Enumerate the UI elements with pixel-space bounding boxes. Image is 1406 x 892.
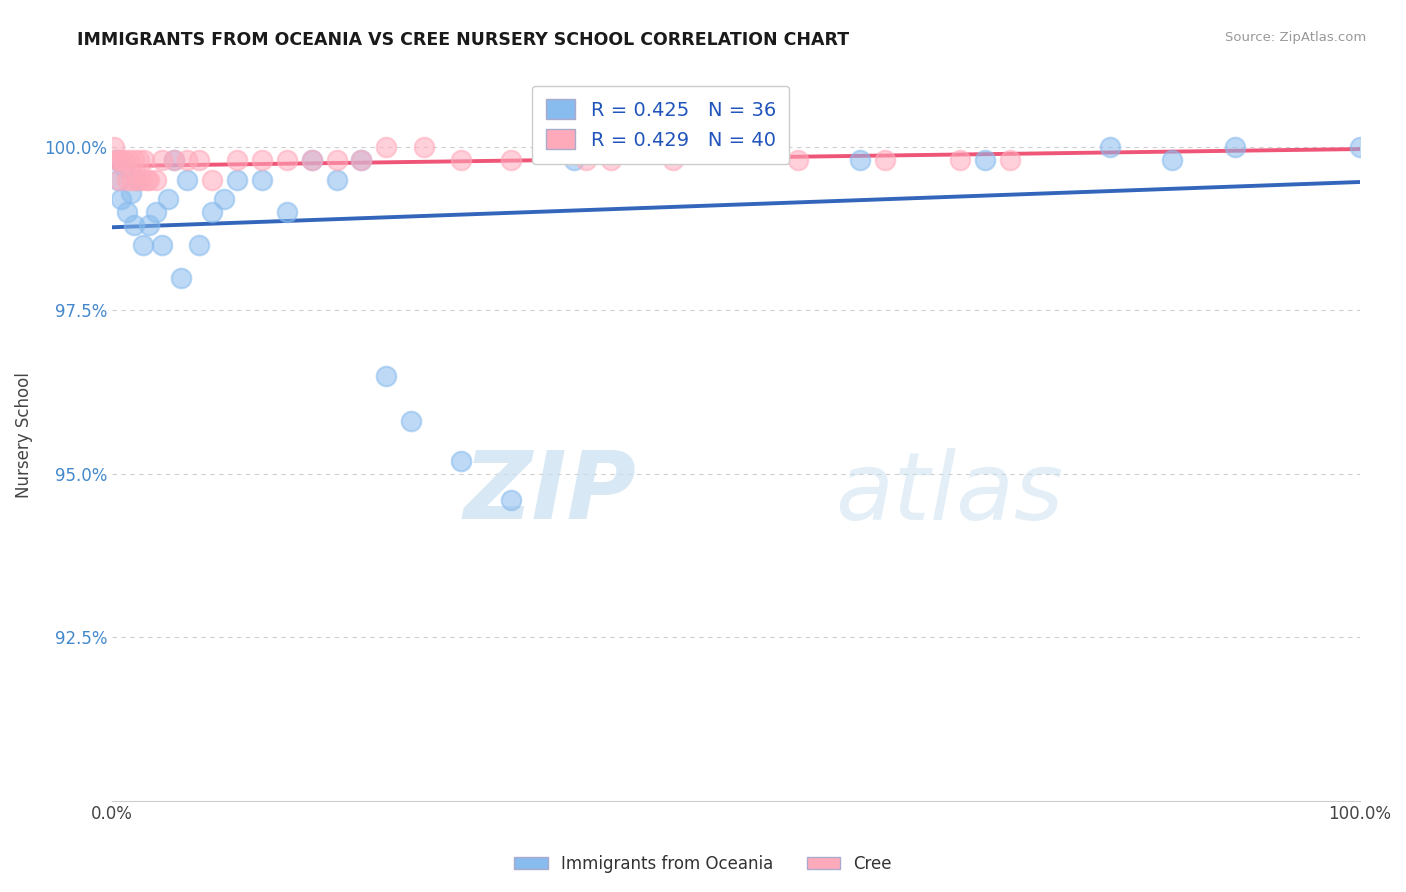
Point <box>949 153 972 167</box>
Point <box>188 238 211 252</box>
Point <box>225 153 247 167</box>
Point <box>225 172 247 186</box>
Point <box>121 172 143 186</box>
Point <box>276 153 298 167</box>
Point <box>201 205 224 219</box>
Point <box>105 153 128 167</box>
Point <box>849 153 872 167</box>
Y-axis label: Nursery School: Nursery School <box>15 372 32 498</box>
Point <box>134 153 156 167</box>
Point <box>176 172 198 186</box>
Point <box>450 453 472 467</box>
Point <box>150 153 173 167</box>
Legend: Immigrants from Oceania, Cree: Immigrants from Oceania, Cree <box>508 848 898 880</box>
Point <box>998 153 1021 167</box>
Point <box>401 415 423 429</box>
Point <box>115 205 138 219</box>
Point <box>201 172 224 186</box>
Point <box>145 205 167 219</box>
Point <box>974 153 997 167</box>
Point <box>103 140 125 154</box>
Point <box>501 492 523 507</box>
Point <box>1223 140 1246 154</box>
Legend: R = 0.425   N = 36, R = 0.429   N = 40: R = 0.425 N = 36, R = 0.429 N = 40 <box>533 86 790 163</box>
Point <box>125 172 148 186</box>
Point <box>124 219 146 233</box>
Point <box>325 172 347 186</box>
Point <box>107 172 129 186</box>
Point <box>111 153 134 167</box>
Point <box>875 153 897 167</box>
Point <box>176 153 198 167</box>
Point <box>132 238 155 252</box>
Point <box>450 153 472 167</box>
Point <box>145 172 167 186</box>
Point <box>1161 153 1184 167</box>
Point <box>350 153 373 167</box>
Point <box>125 172 148 186</box>
Point <box>118 153 141 167</box>
Point <box>110 192 132 206</box>
Point <box>375 368 398 383</box>
Text: IMMIGRANTS FROM OCEANIA VS CREE NURSERY SCHOOL CORRELATION CHART: IMMIGRANTS FROM OCEANIA VS CREE NURSERY … <box>77 31 849 49</box>
Point <box>128 153 150 167</box>
Point <box>124 153 146 167</box>
Text: ZIP: ZIP <box>463 447 636 539</box>
Point <box>150 238 173 252</box>
Point <box>169 270 191 285</box>
Point <box>138 172 160 186</box>
Point <box>276 205 298 219</box>
Point <box>115 172 138 186</box>
Point <box>301 153 323 167</box>
Point <box>131 172 153 186</box>
Point <box>662 153 685 167</box>
Point <box>188 153 211 167</box>
Point <box>250 153 273 167</box>
Point <box>114 160 136 174</box>
Point <box>157 192 180 206</box>
Point <box>501 153 523 167</box>
Point <box>114 153 136 167</box>
Point <box>1348 140 1371 154</box>
Point <box>107 153 129 167</box>
Point <box>1098 140 1121 154</box>
Point <box>250 172 273 186</box>
Point <box>600 153 623 167</box>
Point <box>108 172 131 186</box>
Point <box>375 140 398 154</box>
Point <box>163 153 186 167</box>
Point <box>412 140 434 154</box>
Point <box>120 186 142 200</box>
Text: Source: ZipAtlas.com: Source: ZipAtlas.com <box>1226 31 1367 45</box>
Point <box>787 153 810 167</box>
Point <box>724 140 747 154</box>
Point <box>325 153 347 167</box>
Point <box>138 219 160 233</box>
Point <box>135 172 157 186</box>
Point <box>350 153 373 167</box>
Point <box>575 153 598 167</box>
Point <box>212 192 235 206</box>
Point <box>562 153 585 167</box>
Point <box>104 153 127 167</box>
Point <box>163 153 186 167</box>
Text: atlas: atlas <box>835 448 1064 539</box>
Point <box>301 153 323 167</box>
